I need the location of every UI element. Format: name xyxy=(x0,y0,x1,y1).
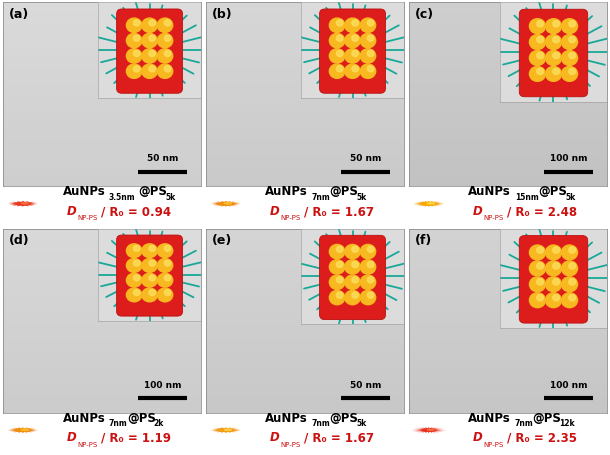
Text: @PS: @PS xyxy=(539,186,567,198)
Text: AuNPs: AuNPs xyxy=(62,186,105,198)
Polygon shape xyxy=(411,427,447,434)
Text: 50 nm: 50 nm xyxy=(350,154,381,163)
Text: 50 nm: 50 nm xyxy=(350,381,381,390)
Text: (c): (c) xyxy=(415,8,434,21)
Text: / R₀ = 0.94: / R₀ = 0.94 xyxy=(101,205,171,218)
Text: AuNPs: AuNPs xyxy=(62,412,105,425)
Text: 100 nm: 100 nm xyxy=(550,154,587,163)
Text: D: D xyxy=(270,431,279,445)
Text: / R₀ = 2.48: / R₀ = 2.48 xyxy=(507,205,577,218)
Text: 100 nm: 100 nm xyxy=(144,381,181,390)
Text: AuNPs: AuNPs xyxy=(468,412,511,425)
Text: @PS: @PS xyxy=(138,186,168,198)
Text: 7nm: 7nm xyxy=(312,420,331,428)
Circle shape xyxy=(224,429,231,430)
Polygon shape xyxy=(210,427,242,433)
Text: D: D xyxy=(472,431,482,445)
Text: 5k: 5k xyxy=(165,193,176,202)
Text: NP-PS: NP-PS xyxy=(483,442,503,448)
Circle shape xyxy=(427,202,435,204)
Text: 12k: 12k xyxy=(559,420,575,428)
Text: AuNPs: AuNPs xyxy=(265,186,308,198)
Text: 5k: 5k xyxy=(356,420,367,428)
Text: D: D xyxy=(270,205,279,218)
Text: 3.5nm: 3.5nm xyxy=(109,193,135,202)
Polygon shape xyxy=(210,201,242,207)
Text: @PS: @PS xyxy=(127,412,156,425)
Polygon shape xyxy=(8,201,38,207)
Text: (d): (d) xyxy=(9,234,30,247)
Text: NP-PS: NP-PS xyxy=(77,215,98,221)
Text: 7nm: 7nm xyxy=(515,420,534,428)
Text: 15nm: 15nm xyxy=(515,193,539,202)
Circle shape xyxy=(16,429,30,431)
Text: (a): (a) xyxy=(9,8,29,21)
Circle shape xyxy=(21,429,29,430)
Circle shape xyxy=(219,202,233,205)
Circle shape xyxy=(219,429,233,431)
Text: NP-PS: NP-PS xyxy=(77,442,98,448)
Text: (b): (b) xyxy=(212,8,232,21)
Text: NP-PS: NP-PS xyxy=(280,442,301,448)
Text: @PS: @PS xyxy=(330,186,359,198)
Text: @PS: @PS xyxy=(533,412,562,425)
Text: / R₀ = 1.67: / R₀ = 1.67 xyxy=(304,205,374,218)
Text: D: D xyxy=(472,205,482,218)
Text: D: D xyxy=(66,205,76,218)
Text: @PS: @PS xyxy=(330,412,359,425)
Text: 100 nm: 100 nm xyxy=(550,381,587,390)
Circle shape xyxy=(16,202,29,205)
Polygon shape xyxy=(413,201,445,207)
Text: 5k: 5k xyxy=(356,193,367,202)
Circle shape xyxy=(428,429,434,430)
Text: 7nm: 7nm xyxy=(109,420,127,428)
Text: D: D xyxy=(66,431,76,445)
Text: / R₀ = 1.67: / R₀ = 1.67 xyxy=(304,431,374,445)
Text: (f): (f) xyxy=(415,234,432,247)
Text: 2k: 2k xyxy=(154,420,164,428)
Text: NP-PS: NP-PS xyxy=(280,215,301,221)
Polygon shape xyxy=(7,427,38,433)
Circle shape xyxy=(21,203,28,204)
Text: (e): (e) xyxy=(212,234,232,247)
Text: 7nm: 7nm xyxy=(312,193,331,202)
Text: NP-PS: NP-PS xyxy=(483,215,503,221)
Text: 5k: 5k xyxy=(565,193,576,202)
Text: AuNPs: AuNPs xyxy=(468,186,511,198)
Circle shape xyxy=(224,202,231,204)
Circle shape xyxy=(422,202,436,205)
Text: 50 nm: 50 nm xyxy=(147,154,178,163)
Text: / R₀ = 2.35: / R₀ = 2.35 xyxy=(507,431,577,445)
Text: / R₀ = 1.19: / R₀ = 1.19 xyxy=(101,431,171,445)
Circle shape xyxy=(422,429,435,431)
Text: AuNPs: AuNPs xyxy=(265,412,308,425)
